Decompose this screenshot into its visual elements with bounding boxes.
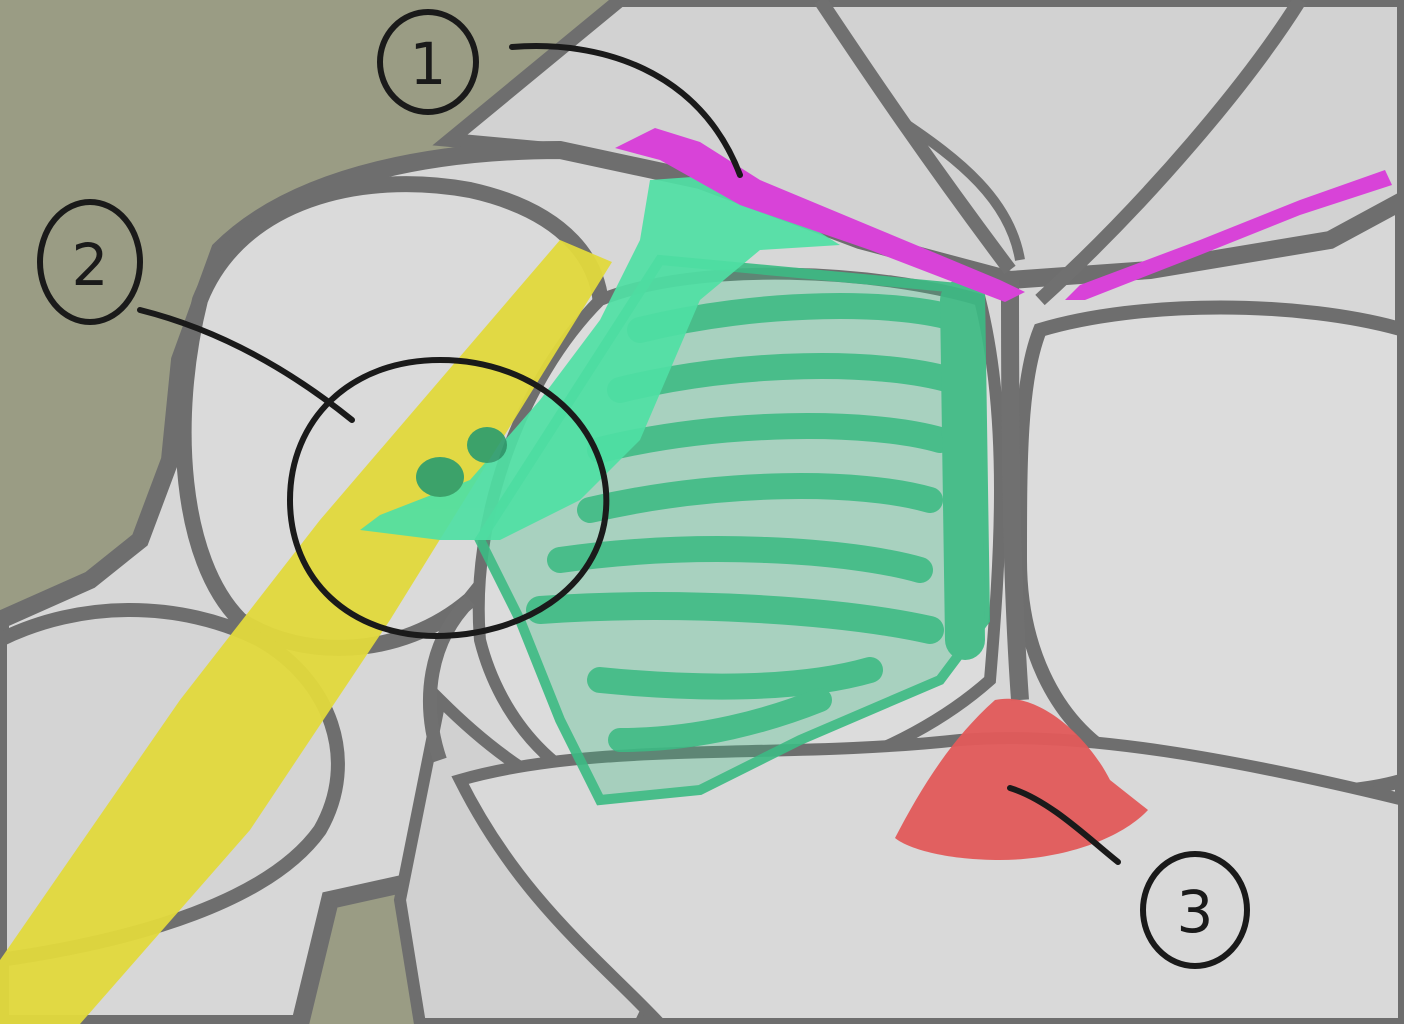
callout-lines [137, 43, 1121, 865]
callout-1-circle [377, 9, 479, 115]
xiphoid-mark [895, 698, 1148, 860]
clavicle-right [1065, 170, 1392, 300]
leader-line-1 [509, 43, 743, 178]
rib-7 [587, 657, 883, 700]
callout-3: 3 [1140, 851, 1250, 969]
rib-5 [547, 536, 933, 583]
coracoid-process [360, 175, 840, 540]
clavicle-left [615, 128, 1025, 302]
callout-1: 1 [377, 9, 479, 115]
leader-line-3 [1007, 785, 1121, 865]
shoulder-joint-circle [286, 356, 610, 640]
glenoid-1 [416, 457, 464, 497]
pectoral-right [1012, 300, 1404, 801]
neck-line-right [1035, 0, 1306, 306]
sternum-edge [940, 280, 985, 660]
callout-1-number: 1 [410, 30, 447, 98]
callout-3-circle [1140, 851, 1250, 969]
rib-3 [587, 413, 953, 463]
callout-2-number: 2 [72, 231, 109, 299]
neck-line-mid [897, 115, 1025, 261]
neck-line-left [814, 0, 1016, 275]
scapula [360, 175, 840, 540]
rib-2 [607, 353, 963, 403]
abdomen [451, 732, 1404, 1024]
shoulder-crease [423, 595, 476, 763]
rib-8 [608, 688, 832, 752]
callout-2-circle [37, 199, 143, 325]
humerus-bone [0, 240, 612, 1024]
glenoid-2 [467, 427, 507, 463]
callout-3-number: 3 [1177, 878, 1214, 946]
rib-6 [526, 592, 944, 644]
rib-4 [577, 473, 943, 523]
callout-2: 2 [37, 199, 143, 325]
clavicle [615, 128, 1392, 302]
sternal-line [1001, 279, 1029, 701]
